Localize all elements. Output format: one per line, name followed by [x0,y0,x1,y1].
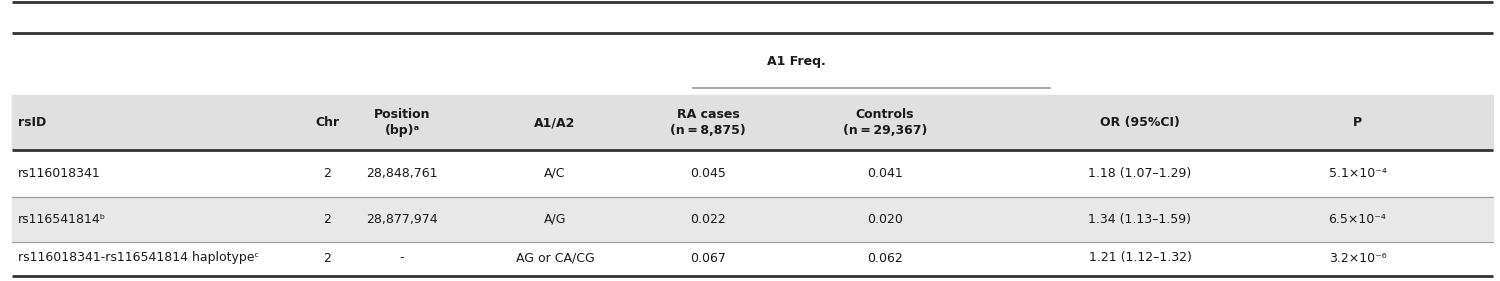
Text: 0.020: 0.020 [867,213,903,226]
Bar [12,33,1492,95]
Text: A/C: A/C [544,167,566,180]
Text: rs116541814ᵇ: rs116541814ᵇ [18,213,106,226]
Text: rs116018341: rs116018341 [18,167,101,180]
Text: 5.1×10⁻⁴: 5.1×10⁻⁴ [1329,167,1386,180]
Text: 2: 2 [322,213,332,226]
Bar [12,242,1492,274]
Text: Position
(bp)ᵃ: Position (bp)ᵃ [374,108,430,137]
Text: P: P [1353,116,1362,129]
Bar [12,150,1492,197]
Text: OR (95%CI): OR (95%CI) [1100,116,1180,129]
Text: 6.5×10⁻⁴: 6.5×10⁻⁴ [1329,213,1386,226]
Text: A/G: A/G [543,213,567,226]
Text: 2: 2 [322,167,332,180]
Text: 0.022: 0.022 [690,213,726,226]
Text: A1 Freq.: A1 Freq. [766,56,826,69]
Text: 3.2×10⁻⁶: 3.2×10⁻⁶ [1329,251,1386,264]
Text: 1.21 (1.12–1.32): 1.21 (1.12–1.32) [1089,251,1191,264]
Text: 1.18 (1.07–1.29): 1.18 (1.07–1.29) [1089,167,1191,180]
Bar [12,95,1492,150]
Text: Chr: Chr [315,116,339,129]
Text: 2: 2 [322,251,332,264]
Text: 0.062: 0.062 [867,251,903,264]
Text: A1/A2: A1/A2 [534,116,576,129]
Text: 28,877,974: 28,877,974 [366,213,438,226]
Bar [12,197,1492,242]
Text: 0.067: 0.067 [690,251,726,264]
Text: 0.041: 0.041 [867,167,903,180]
Text: 1.34 (1.13–1.59): 1.34 (1.13–1.59) [1089,213,1191,226]
Text: rs116018341-rs116541814 haplotypeᶜ: rs116018341-rs116541814 haplotypeᶜ [18,251,260,264]
Text: -: - [399,251,405,264]
Text: AG or CA/CG: AG or CA/CG [516,251,594,264]
Text: rsID: rsID [18,116,46,129]
Text: RA cases
(n = 8,875): RA cases (n = 8,875) [670,108,746,137]
Text: Controls
(n = 29,367): Controls (n = 29,367) [843,108,927,137]
Text: 28,848,761: 28,848,761 [366,167,438,180]
Text: 0.045: 0.045 [690,167,726,180]
Bar [12,2,1492,33]
